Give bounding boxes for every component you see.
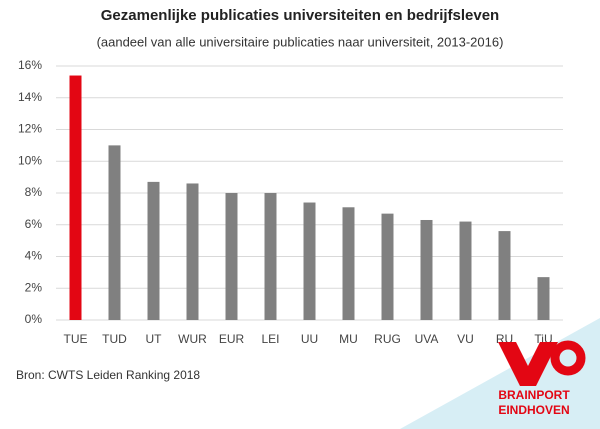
bar — [264, 193, 277, 320]
logo-text: BRAINPORT — [498, 388, 570, 402]
x-tick-label: UT — [146, 332, 163, 346]
y-tick-label: 0% — [25, 312, 43, 326]
chart-title: Gezamenlijke publicaties universiteiten … — [101, 7, 499, 24]
logo-v — [498, 342, 558, 386]
bar — [108, 145, 121, 320]
bar — [459, 221, 472, 320]
logo-o — [550, 340, 586, 376]
y-tick-label: 10% — [18, 153, 42, 167]
x-tick-label: TUE — [64, 332, 88, 346]
x-tick-label: MU — [339, 332, 358, 346]
x-tick-label: EUR — [219, 332, 245, 346]
bar — [498, 231, 511, 320]
x-tick-label: RUG — [374, 332, 401, 346]
x-tick-label: VU — [457, 332, 474, 346]
y-tick-label: 8% — [25, 185, 43, 199]
chart-subtitle: (aandeel van alle universitaire publicat… — [97, 34, 504, 49]
x-tick-label: UVA — [415, 332, 439, 346]
y-tick-label: 16% — [18, 58, 42, 72]
bar — [303, 202, 316, 320]
y-tick-label: 14% — [18, 90, 42, 104]
bar — [537, 277, 550, 320]
bar — [186, 183, 199, 320]
bar — [381, 213, 394, 320]
y-tick-label: 12% — [18, 122, 42, 136]
bar — [147, 181, 160, 320]
x-tick-label: WUR — [178, 332, 207, 346]
bar — [225, 193, 238, 320]
bar — [420, 219, 433, 320]
x-tick-label: UU — [301, 332, 318, 346]
y-tick-label: 2% — [25, 280, 43, 294]
bar — [69, 75, 82, 321]
logo: BRAINPORT EINDHOVEN — [498, 340, 586, 417]
x-tick-label: LEI — [261, 332, 279, 346]
y-tick-label: 4% — [25, 249, 43, 263]
source: Bron: CWTS Leiden Ranking 2018 — [16, 368, 200, 382]
logo-text: EINDHOVEN — [498, 403, 569, 417]
x-tick-label: TUD — [102, 332, 127, 346]
y-tick-label: 6% — [25, 217, 43, 231]
bar — [342, 207, 355, 320]
